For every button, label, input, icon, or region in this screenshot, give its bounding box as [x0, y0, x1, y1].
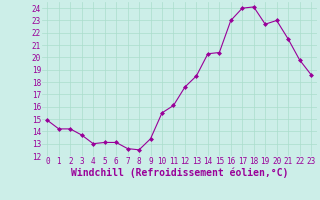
X-axis label: Windchill (Refroidissement éolien,°C): Windchill (Refroidissement éolien,°C) — [70, 167, 288, 178]
